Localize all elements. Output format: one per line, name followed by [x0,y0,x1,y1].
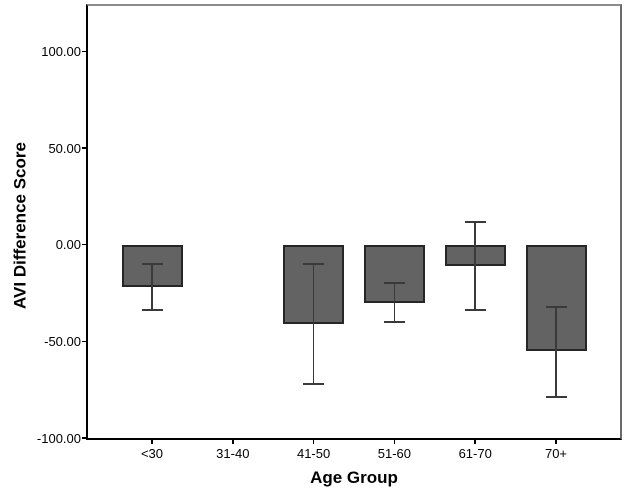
x-tick-label: 61-70 [458,446,492,461]
y-tick-label: 0.00 [55,237,81,253]
y-tick-mark [82,243,88,246]
x-tick-label: <30 [140,446,164,461]
error-bar-cap-top-lt-30 [141,263,163,266]
x-axis-title: Age Group [310,468,398,487]
x-tick-mark [555,439,557,444]
y-tick-label: -50.00 [44,333,81,349]
x-tick-label: 70+ [544,446,568,461]
error-bar-cap-top-41-50 [303,263,325,266]
x-tick-label: 41-50 [296,446,331,461]
y-tick-label: 50.00 [48,140,81,156]
x-tick-label: 51-60 [377,446,412,461]
x-tick-mark [393,439,396,444]
y-tick-mark [82,340,88,343]
error-bar-cap-bottom-51-60 [383,321,405,324]
error-bar-cap-bottom-41-50 [303,382,325,385]
y-tick-label: 100.00 [41,43,81,59]
x-tick-mark [312,439,315,444]
plot-area [86,4,622,440]
y-tick-mark [82,50,88,53]
error-bar-cap-bottom-lt-30 [141,309,163,312]
error-bar-line-lt-30 [151,264,153,311]
error-bar-cap-bottom-70-plus [545,396,567,399]
x-tick-mark [474,439,476,444]
x-tick-mark [232,439,234,444]
x-tick-mark [151,439,153,444]
error-bar-cap-bottom-61-70 [464,309,486,312]
error-bar-line-51-60 [393,283,396,323]
error-bar-cap-top-70-plus [545,305,567,308]
error-bar-cap-top-61-70 [464,220,486,223]
error-bar-line-61-70 [474,221,476,311]
error-bar-line-70-plus [555,306,557,398]
error-bar-cap-top-51-60 [383,282,405,285]
error-bar-line-41-50 [312,264,315,384]
y-tick-mark [82,437,88,439]
y-tick-mark [82,147,88,149]
y-tick-label: -100.00 [36,430,81,446]
x-tick-label: 31-40 [216,446,250,461]
